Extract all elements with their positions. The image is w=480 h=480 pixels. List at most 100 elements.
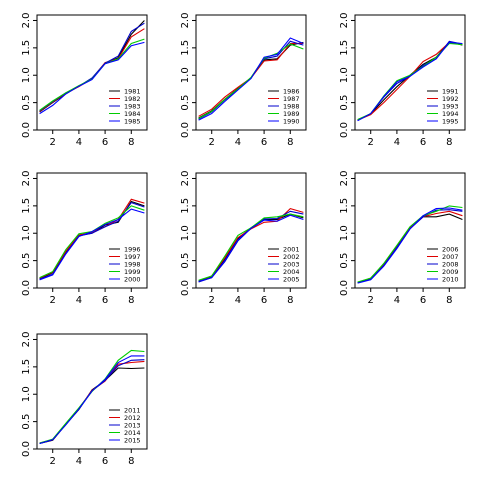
x-tick-label: 8: [128, 137, 134, 148]
y-tick-label: 2.0: [339, 13, 350, 29]
y-tick-label: 0.0: [21, 441, 32, 457]
x-tick-label: 4: [394, 137, 400, 148]
y-tick-label: 0.0: [339, 122, 350, 138]
x-tick-label: 8: [287, 137, 293, 148]
y-tick-label: 0.5: [21, 95, 32, 111]
y-tick-label: 2.0: [21, 332, 32, 348]
x-tick-label: 2: [209, 295, 215, 306]
y-tick-label: 0.5: [21, 414, 32, 430]
y-tick-label: 2.0: [339, 171, 350, 187]
x-tick-label: 2: [368, 295, 374, 306]
x-tick-label: 6: [102, 295, 108, 306]
legend-label: 1993: [442, 102, 459, 110]
series-line-1995: [357, 41, 463, 122]
x-tick-label: 2: [50, 137, 56, 148]
x-tick-label: 4: [235, 295, 241, 306]
x-tick-label: 8: [446, 137, 452, 148]
y-tick-label: 2.0: [180, 13, 191, 29]
y-tick-label: 1.0: [180, 67, 191, 83]
legend-label: 1985: [124, 117, 141, 125]
y-tick-label: 0.5: [21, 253, 32, 269]
legend-label: 2007: [442, 253, 459, 261]
legend-label: 2009: [442, 268, 459, 276]
legend-label: 1992: [442, 95, 459, 103]
y-tick-label: 1.5: [180, 40, 191, 56]
legend-label: 2010: [442, 275, 459, 283]
legend-label: 1997: [124, 253, 141, 261]
series-line-2005: [198, 214, 304, 282]
legend-label: 2005: [283, 275, 300, 283]
legend-label: 2011: [124, 406, 141, 414]
legend-label: 1983: [124, 102, 141, 110]
plot-frame: [195, 14, 307, 131]
x-tick-label: 4: [76, 137, 82, 148]
y-tick-label: 0.5: [180, 95, 191, 111]
legend-label: 1998: [124, 260, 141, 268]
legend-label: 1990: [283, 117, 300, 125]
plot-frame: [36, 172, 148, 289]
y-tick-label: 0.0: [180, 122, 191, 138]
legend-label: 1982: [124, 95, 141, 103]
legend-label: 1996: [124, 245, 141, 253]
x-tick-label: 8: [128, 295, 134, 306]
plot-frame: [36, 14, 148, 131]
legend-label: 2012: [124, 414, 141, 422]
y-tick-label: 1.5: [21, 40, 32, 56]
legend-label: 2003: [283, 260, 300, 268]
y-tick-label: 0.5: [339, 95, 350, 111]
y-tick-label: 1.5: [180, 198, 191, 214]
x-tick-label: 2: [50, 295, 56, 306]
plot-frame: [195, 172, 307, 289]
legend-label: 1987: [283, 95, 300, 103]
legend-label: 1984: [124, 110, 141, 118]
x-tick-label: 8: [446, 295, 452, 306]
legend-label: 1988: [283, 102, 300, 110]
y-tick-label: 1.5: [21, 198, 32, 214]
y-tick-label: 1.0: [180, 225, 191, 241]
legend-label: 2015: [124, 436, 141, 444]
x-tick-label: 8: [128, 456, 134, 467]
legend-label: 2008: [442, 260, 459, 268]
plot-frame: [36, 333, 148, 450]
series-line-1985: [39, 41, 145, 115]
legend-label: 2004: [283, 268, 300, 276]
legend-label: 1995: [442, 117, 459, 125]
legend-label: 2000: [124, 275, 141, 283]
x-tick-label: 2: [50, 456, 56, 467]
x-tick-label: 4: [394, 295, 400, 306]
series-line-2015: [39, 355, 145, 445]
y-tick-label: 0.0: [180, 280, 191, 296]
y-tick-label: 2.0: [21, 13, 32, 29]
plot-frame: [354, 14, 466, 131]
y-tick-label: 1.5: [339, 40, 350, 56]
y-tick-label: 1.0: [339, 67, 350, 83]
y-tick-label: 1.5: [21, 359, 32, 375]
legend-label: 1994: [442, 110, 459, 118]
x-tick-label: 4: [76, 456, 82, 467]
x-tick-label: 6: [261, 137, 267, 148]
y-tick-label: 0.0: [339, 280, 350, 296]
x-tick-label: 6: [420, 295, 426, 306]
x-tick-label: 6: [102, 456, 108, 467]
y-tick-label: 2.0: [21, 171, 32, 187]
series-line-1989: [198, 43, 304, 119]
legend-label: 1999: [124, 268, 141, 276]
x-tick-label: 2: [368, 137, 374, 148]
y-tick-label: 0.5: [339, 253, 350, 269]
y-tick-label: 1.0: [339, 225, 350, 241]
legend-label: 2013: [124, 421, 141, 429]
series-line-2000: [39, 208, 145, 281]
y-tick-label: 0.5: [180, 253, 191, 269]
x-tick-label: 6: [420, 137, 426, 148]
legend-label: 2014: [124, 429, 141, 437]
legend-label: 2002: [283, 253, 300, 261]
legend-label: 1989: [283, 110, 300, 118]
x-tick-label: 8: [287, 295, 293, 306]
y-tick-label: 1.0: [21, 225, 32, 241]
